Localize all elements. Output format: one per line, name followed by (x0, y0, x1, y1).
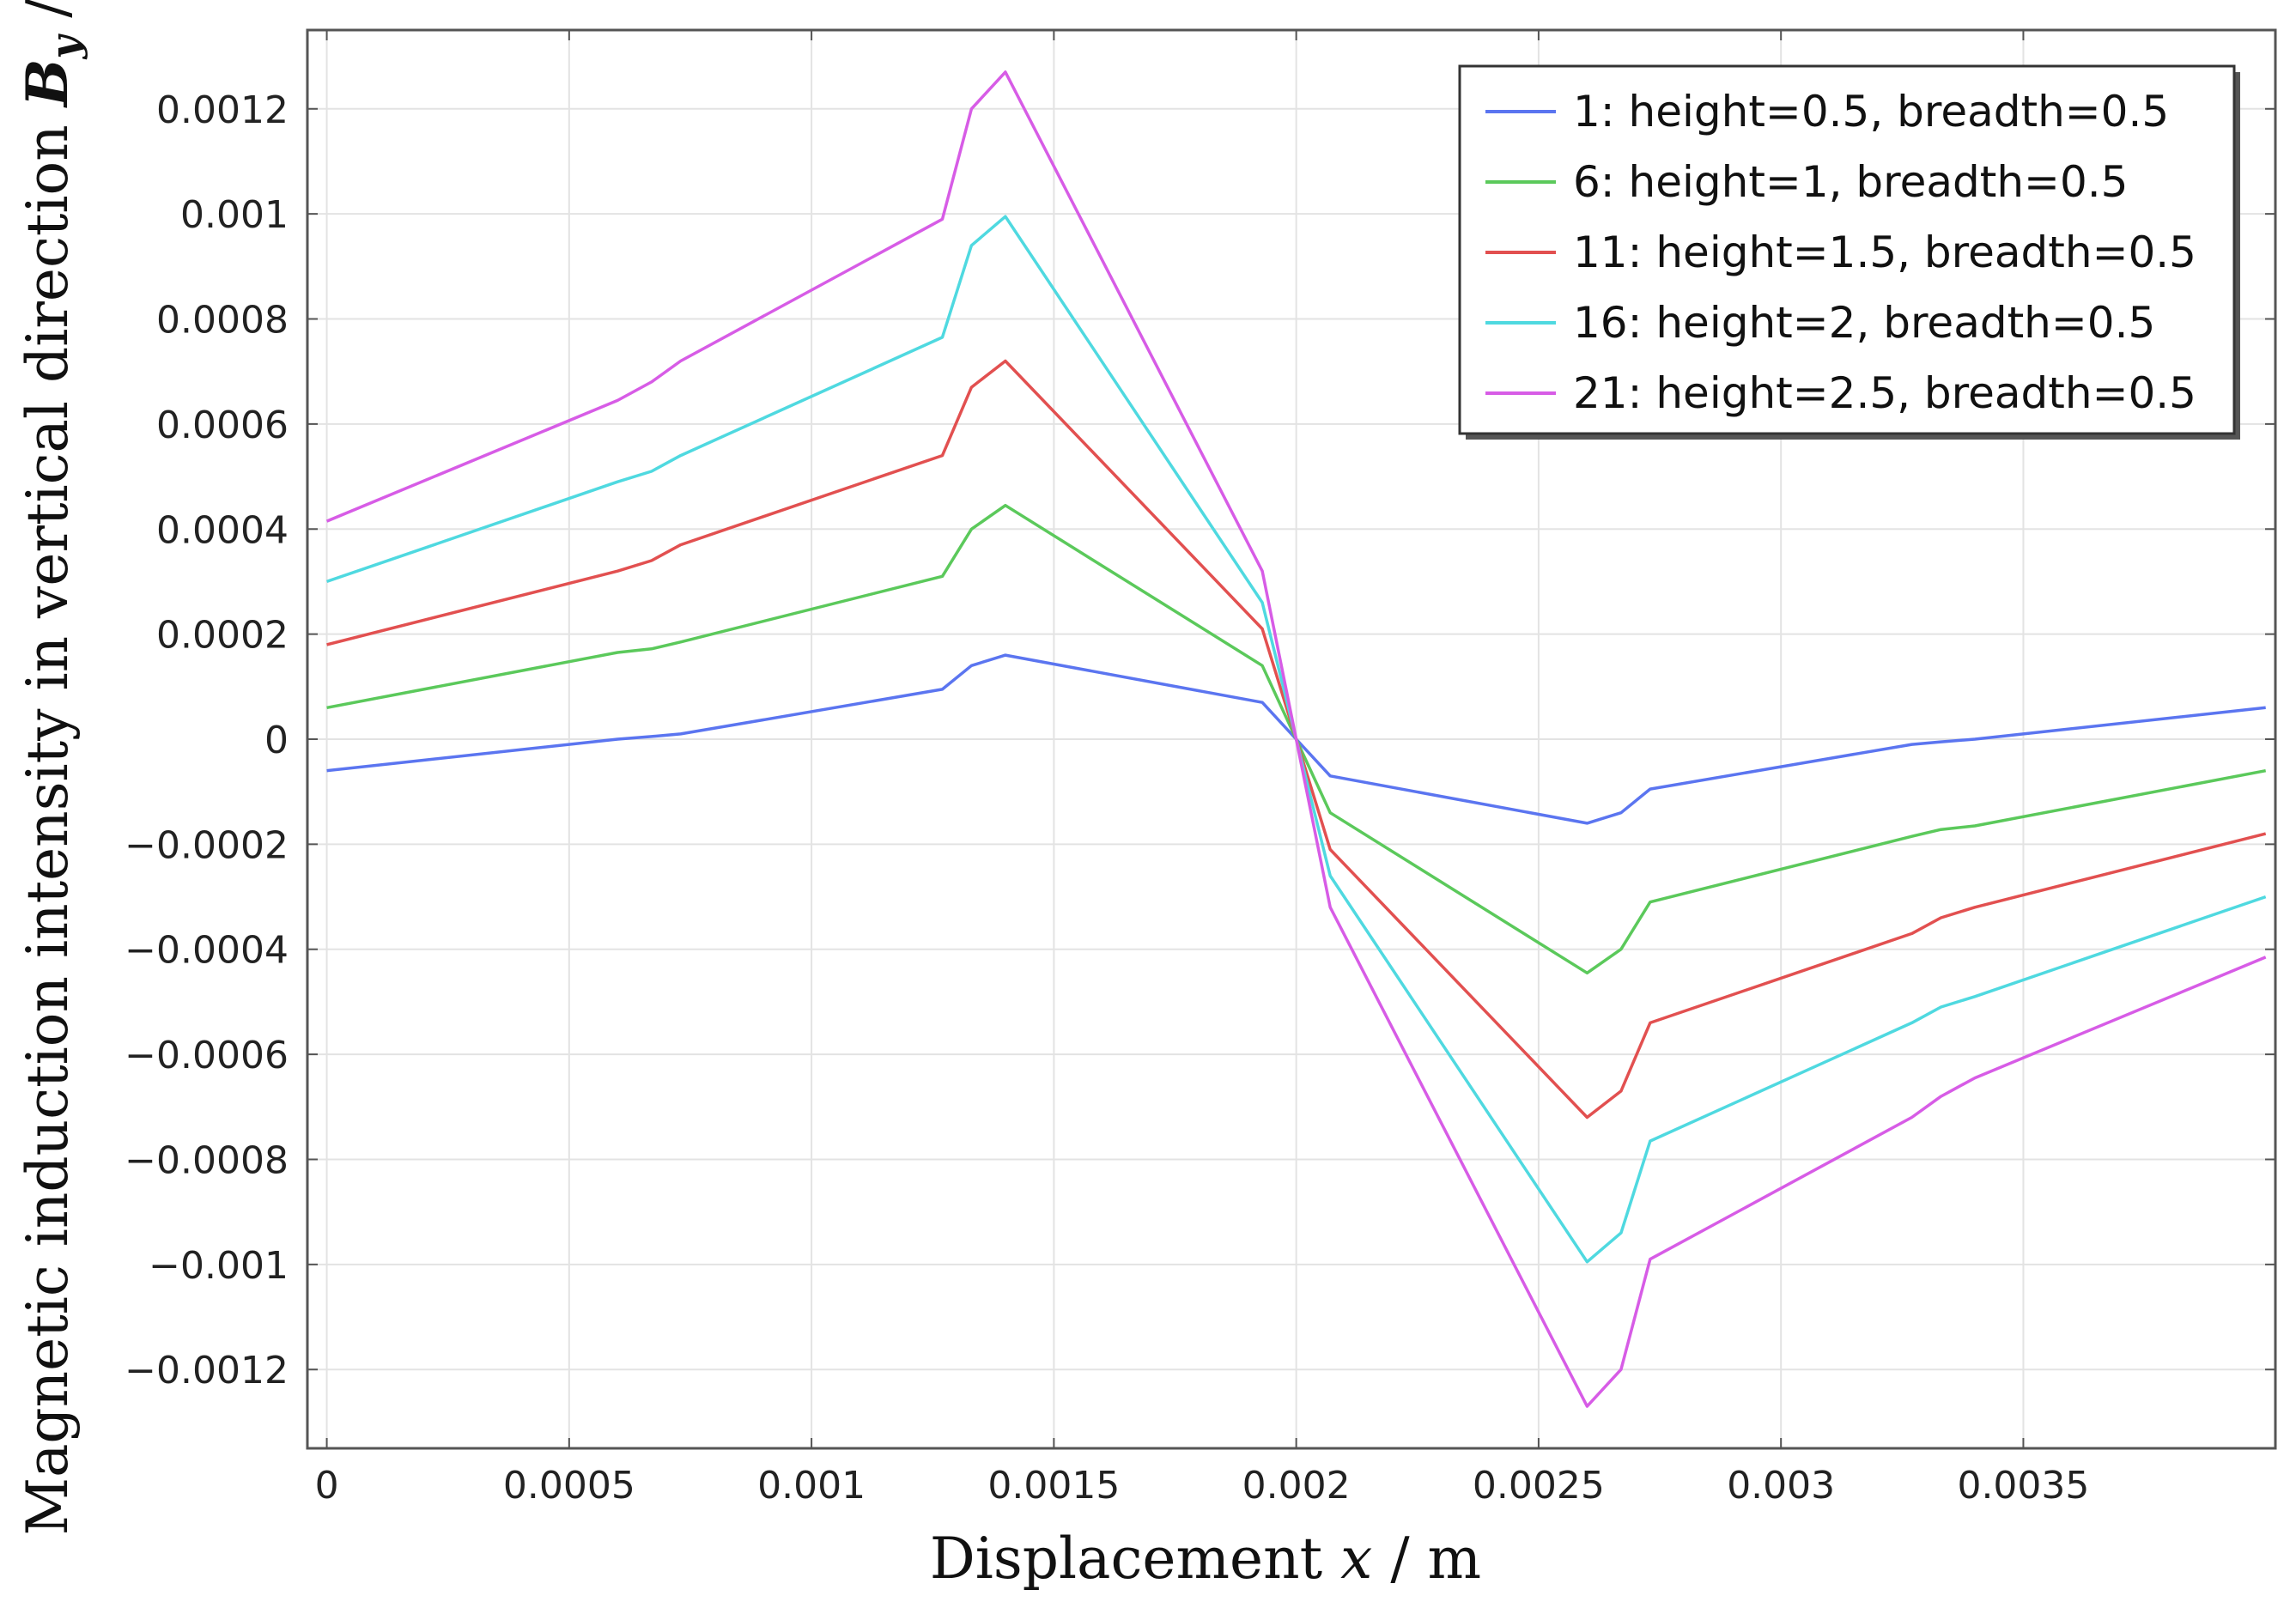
legend: 1: height=0.5, breadth=0.5 6: height=1, b… (1458, 64, 2240, 440)
x-tick-label: 0.002 (1242, 1464, 1351, 1508)
legend-label-2: 6: height=1, breadth=0.5 (1573, 157, 2128, 207)
x-tick-label: 0.003 (1727, 1464, 1835, 1508)
y-axis-title: Magnetic induction intensity in vertical… (14, 0, 88, 1536)
series-line-5 (325, 70, 2267, 1408)
y-axis-title-subscript: y (42, 33, 88, 59)
y-tick-label: −0.0012 (125, 1349, 289, 1393)
y-tick-label: 0.001 (180, 193, 289, 237)
y-tick-label: −0.0008 (125, 1138, 289, 1182)
y-axis-title-symbol: B (14, 58, 81, 108)
y-tick-label: 0.0006 (156, 404, 289, 447)
x-axis-ticks: 0 0.0005 0.001 0.0015 0.002 0.0025 0.003 0.0035 (315, 30, 2089, 1508)
y-axis-title-text: Magnetic induction intensity in vertical… (15, 106, 81, 1535)
x-axis-title-text: Displacement (930, 1526, 1340, 1592)
x-axis-title-variable: x (1340, 1526, 1372, 1592)
y-tick-label: −0.001 (149, 1244, 289, 1288)
legend-label-5: 21: height=2.5, breadth=0.5 (1573, 368, 2196, 418)
x-axis-title: Displacement x / m (930, 1526, 1481, 1592)
y-axis-title-unit: / T (15, 0, 81, 36)
x-tick-label: 0.001 (757, 1464, 866, 1508)
legend-label-3: 11: height=1.5, breadth=0.5 (1573, 228, 2196, 277)
x-tick-label: 0.0035 (1957, 1464, 2089, 1508)
legend-label-1: 1: height=0.5, breadth=0.5 (1573, 87, 2169, 137)
x-axis-title-unit: / m (1372, 1526, 1481, 1592)
legend-items: 1: height=0.5, breadth=0.5 6: height=1, b… (1485, 87, 2196, 418)
x-tick-label: 0.0025 (1473, 1464, 1605, 1508)
y-tick-label: 0.0004 (156, 508, 289, 552)
x-tick-label: 0 (315, 1464, 339, 1508)
x-tick-label: 0.0015 (987, 1464, 1120, 1508)
y-tick-label: −0.0006 (125, 1034, 289, 1077)
legend-box (1458, 64, 2236, 435)
y-tick-label: 0 (264, 719, 289, 762)
series-layer (325, 70, 2267, 1408)
y-tick-label: −0.0002 (125, 823, 289, 867)
y-axis-ticks: 0.0012 0.001 0.0008 0.0006 0.0004 0.0002 0 −0.0… (125, 88, 2275, 1393)
y-tick-label: 0.0008 (156, 299, 289, 343)
legend-label-4: 16: height=2, breadth=0.5 (1573, 298, 2155, 348)
y-tick-label: 0.0012 (156, 88, 289, 132)
y-tick-label: −0.0004 (125, 929, 289, 973)
x-tick-label: 0.0005 (503, 1464, 635, 1508)
y-tick-label: 0.0002 (156, 614, 289, 658)
